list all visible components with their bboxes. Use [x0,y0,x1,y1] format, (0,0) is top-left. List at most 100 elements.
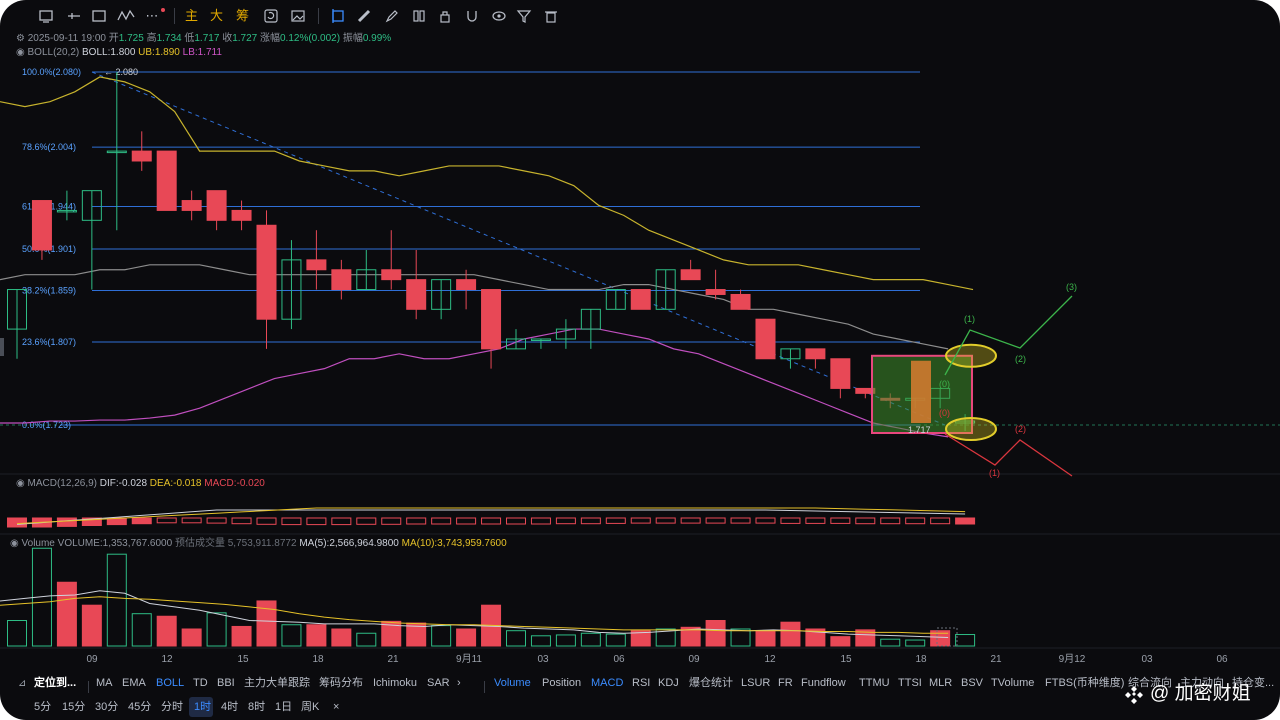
candle-body[interactable] [680,269,701,281]
visibility-icon[interactable] [491,8,507,24]
alarm-icon[interactable] [38,8,54,24]
timeframe-week[interactable]: 周K [301,701,320,713]
settings-icon[interactable]: ⚙ [16,33,25,44]
macd-name[interactable]: MACD(12,26,9) [27,478,97,489]
candle-body[interactable] [555,328,576,340]
wave-tool-icon[interactable] [117,8,135,24]
timeframe-1h[interactable]: 1时 [194,701,212,713]
indicator-fundflow[interactable]: Fundflow [801,677,846,689]
close-icon[interactable]: × [333,701,340,713]
candle-body[interactable] [256,224,277,320]
candle-body[interactable] [530,338,551,341]
indicator-bbi[interactable]: BBI [217,677,235,689]
indicator-bsv[interactable]: BSV [961,677,984,689]
big-order-button[interactable]: 大 [210,8,224,23]
candle-body[interactable] [181,200,202,211]
candle-body[interactable] [755,318,776,360]
candle-body[interactable] [356,269,377,291]
filter-icon[interactable] [516,8,532,24]
lock-icon[interactable] [437,8,453,24]
indicator-liquidation[interactable]: 爆仓统计 [689,677,733,689]
candle-body[interactable] [406,279,427,310]
compare-icon[interactable] [411,8,427,24]
main-force-button[interactable]: 主 [185,8,199,23]
eye-icon[interactable]: ◉ [16,478,25,489]
indicator-main-trend[interactable]: 主力动向 [1180,677,1224,689]
refresh-icon[interactable] [263,8,279,24]
timeframe-8h[interactable]: 8时 [248,701,266,713]
candle-body[interactable] [206,190,227,221]
candle-body[interactable] [156,150,177,211]
indicator-lsur[interactable]: LSUR [741,677,771,689]
candle-body[interactable] [106,150,127,154]
candle-body[interactable] [306,259,327,271]
candle-body[interactable] [131,150,152,162]
pen-icon[interactable] [384,8,400,24]
indicator-ema[interactable]: EMA [122,677,146,689]
bearish-wave-path[interactable] [944,433,1073,477]
indicator-flow[interactable]: 综合流向 [1128,677,1172,689]
timeframe-5m[interactable]: 5分 [34,701,52,713]
eye-icon[interactable]: ◉ [16,47,25,58]
timeframe-30m[interactable]: 30分 [95,701,119,713]
locate-button[interactable]: 定位到... [34,677,77,689]
collapse-icon[interactable]: ⊿ [18,678,27,689]
line-icon[interactable] [66,8,82,24]
target-ellipse[interactable] [945,343,997,368]
indicator-ma[interactable]: MA [96,677,113,689]
indicator-macd[interactable]: MACD [591,677,624,689]
indicator-ichimoku[interactable]: Ichimoku [373,677,418,689]
indicator-kdj[interactable]: KDJ [658,677,679,689]
timeframe-15m[interactable]: 15分 [62,701,86,713]
eye-icon[interactable]: ◉ [10,538,19,549]
volume-name[interactable]: Volume [21,538,55,549]
image-icon[interactable] [290,8,306,24]
ruler-icon[interactable] [356,8,372,24]
indicator-boll[interactable]: BOLL [156,677,185,689]
more-icon[interactable]: ⋯ [145,8,159,23]
candle-body[interactable] [431,279,452,310]
boll-name[interactable]: BOLL(20,2) [27,47,80,58]
indicator-position[interactable]: Position [542,677,582,689]
candle-body[interactable] [655,269,676,310]
indicator-sar[interactable]: SAR [427,677,450,689]
magnet-icon[interactable] [464,8,480,24]
candle-body[interactable] [31,200,52,251]
trash-icon[interactable] [543,8,559,24]
candle-body[interactable] [830,358,851,389]
candle-body[interactable] [506,338,526,350]
candle-body[interactable] [805,348,826,360]
indicator-td[interactable]: TD [193,677,208,689]
timeframe-4h[interactable]: 4时 [221,701,239,713]
pane-resize-handle[interactable] [0,338,4,356]
indicator-rsi[interactable]: RSI [632,677,651,689]
candle-body[interactable] [281,259,302,320]
candle-body[interactable] [56,209,77,213]
indicator-ttsi[interactable]: TTSI [898,677,922,689]
candle-body[interactable] [331,269,352,291]
indicator-ftbs[interactable]: FTBS(币种维度) [1045,677,1125,689]
cursor-icon[interactable] [330,8,346,24]
timeframe-1d[interactable]: 1日 [275,701,293,713]
candle-body[interactable] [730,293,751,310]
candle-body[interactable] [481,289,502,350]
kline-chart[interactable]: 100.0%(2.080)78.6%(2.004)61.8%(1.944)50.… [0,0,1280,670]
indicator-tvolume[interactable]: TVolume [991,677,1035,689]
candle-body[interactable] [456,279,477,291]
rectangle-icon[interactable] [91,8,107,24]
candle-body[interactable] [630,289,651,310]
chip-button[interactable]: 筹 [236,8,250,23]
indicator-mlr[interactable]: MLR [929,677,953,689]
indicator-fr[interactable]: FR [778,677,793,689]
indicator-chip[interactable]: 筹码分布 [319,677,363,689]
bullish-wave-path[interactable] [944,295,1073,376]
chevron-right-icon[interactable]: › [457,677,461,689]
fib-trend-line[interactable] [91,71,946,426]
candle-body[interactable] [381,269,402,281]
candle-body[interactable] [7,289,27,330]
target-ellipse[interactable] [945,417,997,441]
candle-body[interactable] [780,348,801,360]
timeframe-45m[interactable]: 45分 [128,701,152,713]
candle-body[interactable] [705,289,726,295]
candle-body[interactable] [231,209,252,221]
